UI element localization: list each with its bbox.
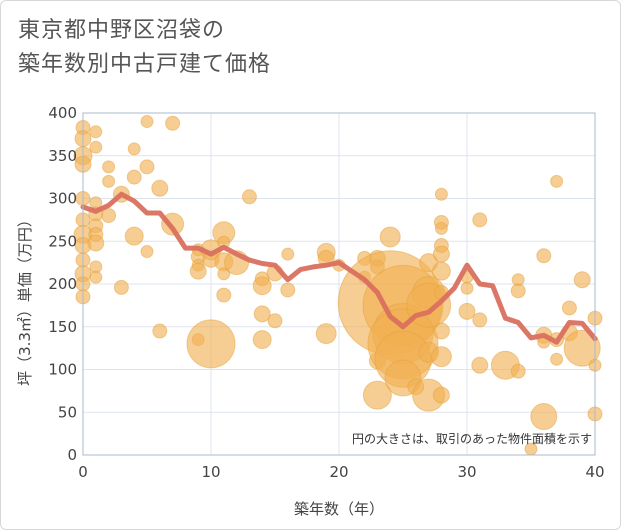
bubble-point — [252, 276, 272, 296]
y-tick-labels: 0 50 100 150 200 250 300 350 400 — [48, 104, 77, 464]
chart-title-line-1: 東京都中野区沼袋の — [18, 18, 226, 43]
bubble-point — [101, 208, 117, 224]
x-tick-label-0: 0 — [78, 463, 88, 481]
bubble-point — [152, 323, 168, 339]
y-tick-label-8: 400 — [48, 104, 77, 122]
bubble-point — [561, 300, 577, 316]
bubble-point — [216, 287, 232, 303]
bubble-point — [140, 115, 154, 129]
x-tick-label-3: 30 — [457, 463, 476, 481]
x-tick-label-4: 40 — [585, 463, 604, 481]
bubble-point — [550, 174, 564, 188]
average-price-line — [80, 191, 598, 345]
bubble-point — [102, 174, 116, 188]
x-tick-label-2: 20 — [329, 463, 348, 481]
bubble-point — [102, 160, 116, 174]
y-tick-label-0: 0 — [67, 446, 77, 464]
y-tick-label-5: 250 — [48, 232, 77, 250]
bubble-point — [281, 247, 295, 261]
chart-title: 東京都中野区沼袋の 築年数別中古戸建て価格 — [18, 14, 271, 82]
bubble-point — [315, 323, 337, 345]
bubble-point — [472, 212, 488, 228]
y-tick-label-2: 100 — [48, 361, 77, 379]
line-layer — [80, 191, 598, 345]
bubble-point — [217, 267, 231, 281]
y-tick-label-4: 200 — [48, 275, 77, 293]
bubble-layer — [73, 115, 603, 456]
bubble-point — [573, 271, 591, 289]
y-axis-title: 坪（3.3㎡）単価（万円） — [16, 212, 34, 386]
bubble-point — [563, 329, 601, 367]
bubble-point — [127, 142, 141, 156]
x-axis-title: 築年数（年） — [294, 500, 384, 518]
bubble-point — [430, 346, 452, 368]
y-tick-label-7: 350 — [48, 147, 77, 165]
bubble-point — [87, 234, 105, 252]
bubble-point — [362, 380, 392, 410]
bubble-point — [151, 179, 169, 197]
bubble-point — [140, 245, 154, 259]
bubble-point — [431, 261, 451, 281]
bubble-point — [113, 279, 129, 295]
bubble-point — [432, 322, 450, 340]
bubble-point — [89, 125, 103, 139]
bubble-point — [550, 352, 564, 366]
bubble-point — [89, 270, 103, 284]
bubble-point — [434, 187, 448, 201]
bubble-point — [460, 281, 474, 295]
bubble-point — [89, 140, 103, 154]
bubble-point — [530, 403, 558, 431]
bubble-point — [165, 115, 181, 131]
x-tick-labels: 0 10 20 30 40 — [78, 463, 604, 481]
bubble-point — [280, 282, 296, 298]
bubble-point — [126, 169, 142, 185]
chart-title-line-2: 築年数別中古戸建て価格 — [18, 52, 272, 77]
bubble-point — [458, 302, 476, 320]
bubble-point — [124, 226, 144, 246]
y-tick-label-3: 150 — [48, 318, 77, 336]
bubble-point — [432, 245, 450, 263]
y-tick-label-6: 300 — [48, 190, 77, 208]
size-note: 円の大きさは、取引のあった物件面積を示す — [352, 431, 592, 446]
bubble-point — [186, 319, 236, 369]
y-tick-label-1: 50 — [58, 403, 77, 421]
bubble-point — [536, 248, 552, 264]
bubble-point — [379, 226, 401, 248]
bubble-point — [267, 313, 283, 329]
bubble-point — [434, 221, 448, 235]
plot-border — [82, 112, 596, 456]
bubble-point — [139, 159, 155, 175]
bubble-point — [432, 386, 450, 404]
bubble-point — [510, 283, 526, 299]
bubble-point — [472, 312, 488, 328]
bubble-point — [253, 305, 271, 323]
bubble-point — [241, 189, 257, 205]
x-tick-label-1: 10 — [201, 463, 220, 481]
bubble-point — [189, 262, 207, 280]
bubble-point — [252, 330, 272, 350]
bubble-point — [510, 363, 526, 379]
bubble-point — [471, 356, 489, 374]
